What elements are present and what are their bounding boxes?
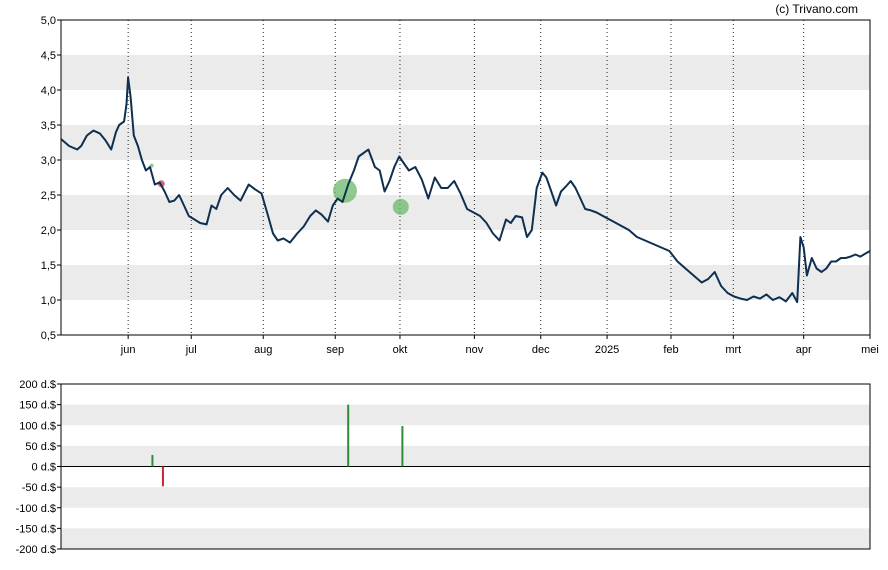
grid-band (61, 265, 870, 300)
price-series-line (60, 76, 871, 304)
y-tick-label: 2,5 (41, 190, 56, 202)
x-tick-label: okt (393, 344, 408, 356)
y-tick-label: -200 d.$ (16, 544, 56, 556)
grid-band (61, 528, 870, 549)
y-tick-label: 50 d.$ (25, 441, 56, 453)
y-tick-label: 200 d.$ (19, 379, 56, 391)
grid-band (61, 125, 870, 160)
trade-marker (332, 178, 357, 203)
transaction-chart-panel: 200 d.$ 150 d.$ 100 d.$ 50 d.$ 0 d.$ -50 d.$ -… (16, 379, 871, 556)
x-tick-label: jul (185, 344, 197, 356)
y-tick-label: 100 d.$ (19, 420, 56, 432)
copyright-text: (c) Trivano.com (775, 2, 858, 16)
x-tick-label: sep (326, 344, 344, 356)
plot-frame (60, 19, 871, 336)
grid-band (61, 404, 870, 426)
price-chart-panel: 0,5 1,0 1,5 2,0 2,5 3,0 3,5 4,0 4,5 5,0 jun jul aug s… (41, 15, 879, 356)
grid-band (61, 195, 870, 230)
y-tick-label: 4,5 (41, 50, 56, 62)
y-tick-label: 150 d.$ (19, 400, 56, 412)
x-tick-label: feb (663, 344, 678, 356)
y-tick-label: 3,0 (41, 155, 56, 167)
grid-band (61, 487, 870, 508)
x-tick-label: apr (796, 344, 812, 356)
y-tick-label: -150 d.$ (16, 523, 56, 535)
y-tick-label: 3,5 (41, 120, 56, 132)
x-tick-label: mei (861, 344, 879, 356)
x-tick-label: mrt (725, 344, 741, 356)
trade-marker (392, 198, 409, 215)
x-tick-label: dec (532, 344, 550, 356)
x-tick-label: jun (120, 344, 136, 356)
y-tick-label: 5,0 (41, 15, 56, 27)
x-tick-label: nov (466, 344, 484, 356)
y-tick-label: 0,5 (41, 330, 56, 342)
x-tick-label: 2025 (595, 344, 619, 356)
grid-band (61, 55, 870, 90)
y-tick-label: 4,0 (41, 85, 56, 97)
y-tick-label: 2,0 (41, 225, 56, 237)
x-tick-label: aug (254, 344, 272, 356)
y-tick-label: -100 d.$ (16, 503, 56, 515)
y-tick-label: 0 d.$ (32, 462, 56, 474)
y-tick-label: 1,0 (41, 295, 56, 307)
grid-band (61, 445, 870, 467)
y-tick-label: -50 d.$ (22, 482, 56, 494)
y-tick-label: 1,5 (41, 260, 56, 272)
